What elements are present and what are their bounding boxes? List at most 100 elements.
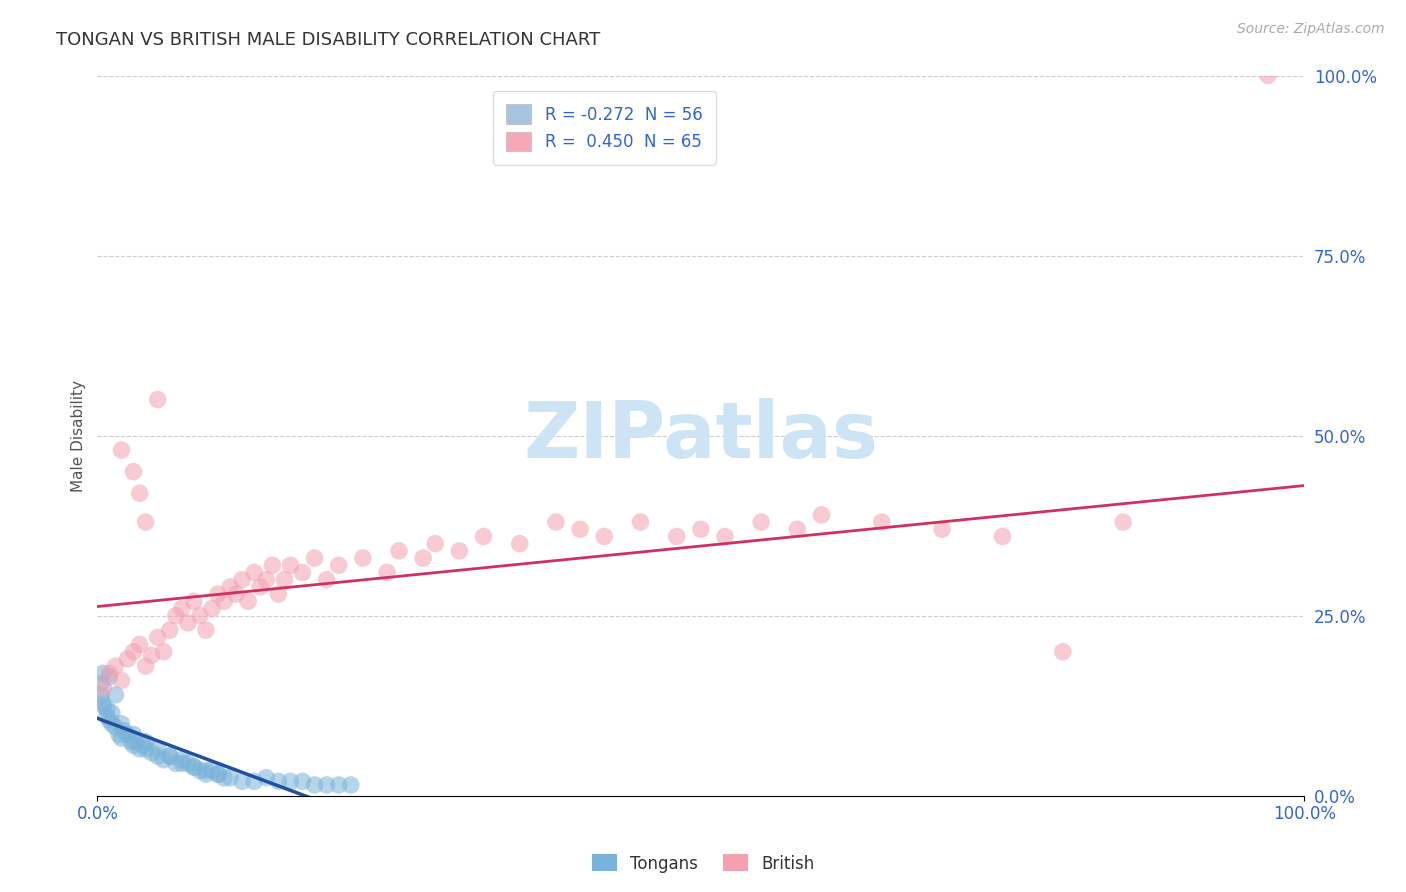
Point (183, 594, 205, 608)
Point (112, 723, 135, 738)
Point (231, 573, 253, 587)
Point (177, 615, 200, 630)
Point (152, 753, 174, 767)
Y-axis label: Male Disability: Male Disability (72, 380, 86, 491)
Point (194, 767, 217, 781)
Point (328, 778, 350, 792)
Point (219, 580, 242, 594)
Point (90, 677, 112, 691)
Point (104, 720, 127, 734)
Point (96, 702, 118, 716)
Point (98, 670, 121, 684)
Text: Source: ZipAtlas.com: Source: ZipAtlas.com (1237, 22, 1385, 37)
Point (225, 587, 247, 601)
Point (207, 587, 229, 601)
Point (472, 529, 495, 543)
Point (315, 573, 337, 587)
Point (170, 601, 193, 615)
Point (177, 756, 200, 771)
Point (132, 739, 155, 753)
Point (630, 515, 652, 529)
Point (243, 774, 266, 789)
Point (141, 648, 163, 663)
Point (267, 774, 290, 789)
Point (593, 529, 616, 543)
Point (117, 727, 139, 741)
Point (267, 587, 290, 601)
Point (212, 771, 235, 785)
Point (93, 698, 115, 713)
Point (120, 735, 142, 749)
Point (231, 774, 253, 789)
Point (388, 544, 411, 558)
Legend: R = -0.272  N = 56, R =  0.450  N = 65: R = -0.272 N = 56, R = 0.450 N = 65 (494, 91, 716, 164)
Point (90, 688, 112, 702)
Point (110, 443, 132, 458)
Point (98, 666, 121, 681)
Point (98, 713, 121, 727)
Point (170, 756, 193, 771)
Point (991, 529, 1014, 543)
Point (96, 709, 118, 723)
Point (273, 573, 295, 587)
Point (714, 529, 737, 543)
Point (188, 764, 211, 778)
Point (449, 544, 471, 558)
Point (304, 778, 326, 792)
Point (146, 749, 169, 764)
Point (104, 659, 127, 673)
Point (128, 486, 150, 500)
Point (254, 771, 277, 785)
Point (135, 659, 157, 673)
Point (91, 695, 114, 709)
Point (280, 558, 302, 573)
Point (375, 566, 398, 580)
Point (328, 558, 350, 573)
Point (352, 551, 374, 566)
Point (509, 537, 531, 551)
Point (201, 601, 224, 615)
Point (188, 608, 211, 623)
Point (183, 760, 205, 774)
Point (165, 608, 187, 623)
Point (146, 742, 169, 756)
Point (425, 537, 447, 551)
Point (201, 764, 224, 778)
Point (339, 778, 361, 792)
Point (110, 673, 132, 688)
Point (128, 638, 150, 652)
Point (291, 566, 314, 580)
Point (207, 767, 229, 781)
Point (1052, 645, 1074, 659)
Point (665, 529, 688, 543)
Point (212, 594, 235, 608)
Point (412, 551, 434, 566)
Point (219, 771, 242, 785)
Point (101, 706, 124, 720)
Point (128, 742, 150, 756)
Point (146, 392, 169, 407)
Point (125, 735, 148, 749)
Text: ZIPatlas: ZIPatlas (523, 398, 879, 474)
Point (544, 515, 567, 529)
Point (152, 645, 174, 659)
Point (104, 688, 127, 702)
Point (249, 580, 271, 594)
Point (194, 764, 217, 778)
Point (93, 681, 115, 695)
Point (101, 716, 124, 731)
Text: TONGAN VS BRITISH MALE DISABILITY CORRELATION CHART: TONGAN VS BRITISH MALE DISABILITY CORREL… (56, 31, 600, 49)
Point (238, 594, 260, 608)
Point (810, 508, 832, 522)
Point (254, 573, 277, 587)
Point (749, 515, 772, 529)
Point (135, 735, 157, 749)
Point (870, 515, 893, 529)
Point (122, 739, 145, 753)
Point (194, 623, 217, 637)
Point (931, 522, 953, 536)
Point (165, 756, 187, 771)
Point (280, 774, 302, 789)
Point (122, 465, 145, 479)
Point (262, 558, 284, 573)
